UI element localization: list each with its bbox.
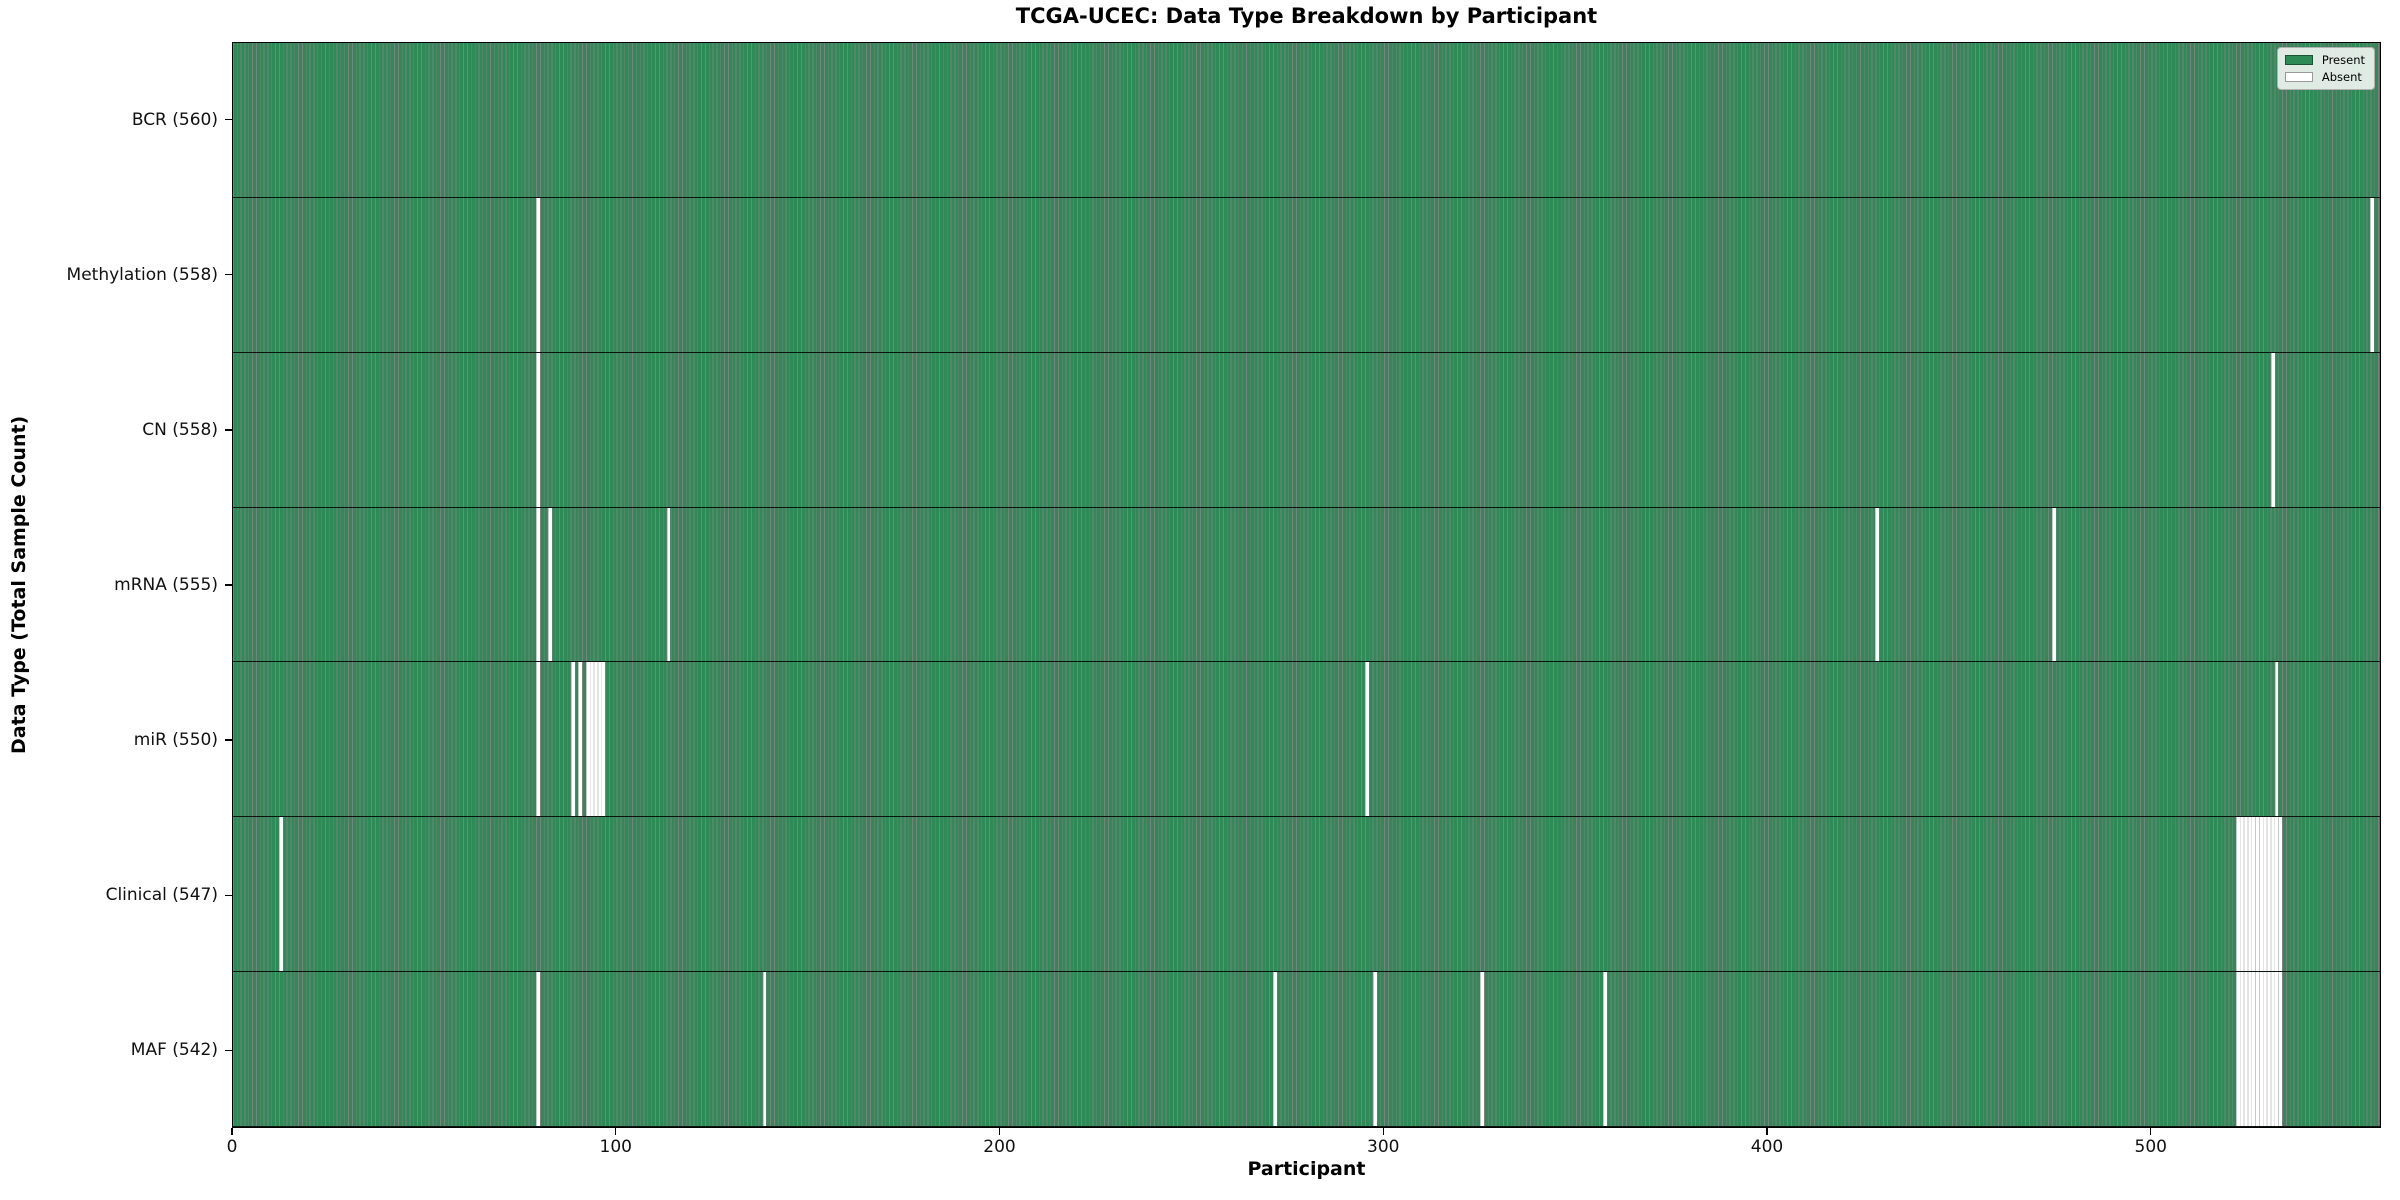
y-tick-label-maf: MAF (542): [130, 1040, 218, 1061]
y-tick-mark: [225, 429, 232, 431]
absent-run: [2270, 352, 2275, 507]
absent-run: [1875, 507, 1880, 662]
x-tick-label: 100: [599, 1137, 632, 1157]
legend-swatch-absent: [2284, 72, 2313, 82]
x-axis-label: Participant: [1247, 1158, 1366, 1180]
absent-run: [2236, 972, 2283, 1127]
absent-run: [2051, 507, 2056, 662]
x-tick-mark: [231, 1128, 233, 1135]
chart-row-methylation: [233, 197, 2380, 353]
chart-row-bcr: [233, 43, 2380, 198]
x-tick-mark: [1382, 1128, 1384, 1135]
absent-run: [1365, 662, 1369, 817]
x-tick-label: 200: [983, 1137, 1016, 1157]
x-tick-mark: [615, 1128, 617, 1135]
absent-run: [1372, 972, 1377, 1127]
chart-title: TCGA-UCEC: Data Type Breakdown by Partic…: [1015, 4, 1598, 28]
absent-run: [1602, 972, 1607, 1127]
y-tick-mark: [225, 739, 232, 741]
plot-area: Present Absent: [232, 42, 2381, 1128]
absent-run: [536, 352, 540, 507]
x-tick-label: 400: [1750, 1137, 1784, 1157]
y-tick-label-mrna: mRNA (555): [114, 575, 218, 595]
chart-row-cn: [233, 352, 2380, 508]
x-tick-label: 0: [226, 1137, 238, 1157]
x-tick-mark: [998, 1128, 1001, 1135]
chart-row-maf: [233, 972, 2380, 1128]
absent-run: [536, 197, 540, 352]
legend: Present Absent: [2276, 47, 2375, 90]
legend-label: Present: [2321, 53, 2365, 67]
absent-run: [547, 507, 552, 662]
x-tick-label: 500: [2134, 1137, 2167, 1157]
x-tick-label: 300: [1367, 1137, 1400, 1157]
y-tick-mark: [225, 584, 232, 586]
y-tick-mark: [225, 274, 232, 276]
absent-run: [2370, 197, 2375, 352]
x-tick-mark: [2150, 1128, 2152, 1135]
y-tick-label-clinical: Clinical (547): [105, 885, 218, 906]
absent-run: [762, 972, 767, 1127]
absent-run: [666, 507, 671, 662]
absent-run: [2274, 662, 2279, 817]
chart-row-mrna: [233, 507, 2380, 663]
y-tick-mark: [225, 894, 232, 896]
legend-entry-present: Present: [2284, 53, 2365, 67]
y-tick-label-cn: CN (558): [142, 419, 218, 440]
y-tick-mark: [225, 1049, 232, 1052]
legend-swatch-present: [2284, 55, 2313, 65]
y-tick-label-methylation: Methylation (558): [66, 264, 218, 285]
y-tick-mark: [225, 118, 232, 121]
absent-run: [536, 972, 540, 1127]
chart-row-clinical: [233, 817, 2380, 973]
absent-run: [570, 662, 575, 817]
y-tick-label-bcr: BCR (560): [131, 109, 218, 130]
chart-row-mir: [233, 662, 2380, 818]
absent-run: [536, 662, 540, 817]
y-tick-label-mir: miR (550): [133, 730, 218, 751]
absent-run: [578, 662, 583, 817]
legend-label: Absent: [2321, 70, 2362, 84]
absent-run: [2236, 817, 2283, 972]
absent-run: [1480, 972, 1485, 1127]
absent-run: [1272, 972, 1277, 1127]
absent-run: [536, 507, 540, 662]
absent-run: [586, 662, 606, 817]
absent-run: [279, 817, 283, 972]
legend-entry-absent: Absent: [2284, 70, 2365, 84]
x-tick-mark: [1766, 1128, 1768, 1135]
